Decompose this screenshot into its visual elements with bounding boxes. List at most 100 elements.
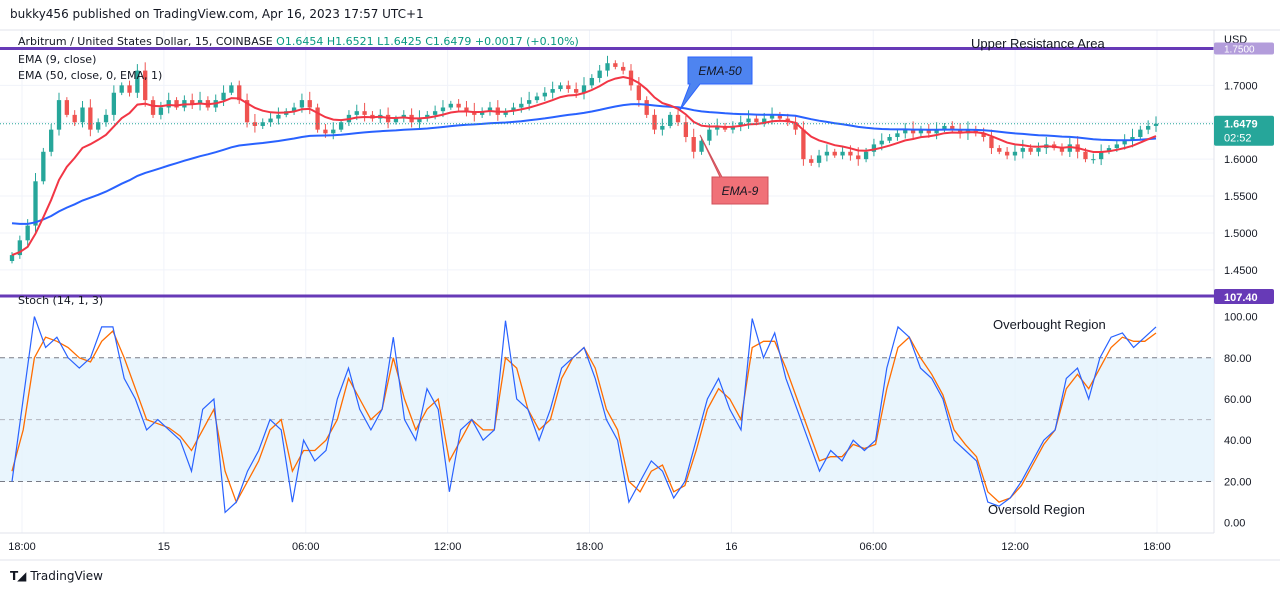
candle-body — [652, 114, 657, 130]
candle-body — [574, 89, 579, 93]
price-tick-label: 1.5500 — [1224, 191, 1258, 203]
candle-body — [1114, 144, 1119, 149]
candle-body — [926, 129, 931, 134]
candle-body — [487, 107, 493, 112]
candle-body — [158, 107, 164, 115]
candle-body — [534, 96, 540, 101]
stoch-pane — [0, 294, 1214, 514]
candle-body — [856, 155, 861, 160]
annotations: Upper Resistance Area EMA-50 EMA-9 Overb… — [679, 36, 1106, 517]
candle-body — [221, 92, 226, 101]
candle-body — [315, 107, 320, 130]
candle-body — [1098, 151, 1104, 160]
last-price-text: 1.6479 — [1224, 119, 1258, 131]
candle-body — [119, 85, 124, 93]
candle-body — [644, 100, 649, 115]
time-tick-label: 18:00 — [576, 541, 604, 553]
stoch-k-line — [11, 316, 1157, 514]
candle-body — [127, 85, 132, 93]
candle-body — [989, 137, 994, 149]
candle-body — [934, 129, 939, 134]
ema9-line — [11, 75, 1157, 257]
time-tick-label: 16 — [725, 541, 737, 553]
candle-body — [613, 63, 618, 67]
candle-body — [174, 100, 179, 108]
candle-body — [190, 100, 195, 104]
candle-body — [621, 66, 626, 71]
candle-body — [738, 122, 743, 126]
candle-body — [479, 111, 485, 115]
time-tick-label: 12:00 — [434, 541, 462, 553]
candle-body — [840, 151, 845, 156]
candle-body — [895, 133, 900, 138]
stoch-tick-label: 40.00 — [1224, 435, 1252, 447]
stoch-tick-label: 100.00 — [1224, 312, 1258, 324]
price-pane — [0, 46, 1214, 264]
candle-body — [338, 122, 344, 130]
candle-body — [440, 107, 446, 112]
candle-body — [1004, 151, 1010, 156]
close-value: C1.6479 — [425, 35, 472, 48]
ema50-legend[interactable]: EMA (50, close, 0, EMA, 1) — [18, 69, 163, 82]
candle-body — [707, 129, 712, 141]
stoch-tick-label: 60.00 — [1224, 394, 1252, 406]
candle-body — [542, 92, 547, 97]
resistance-price-tag — [1214, 42, 1274, 55]
high-value: H1.6521 — [326, 35, 374, 48]
candle-body — [80, 107, 85, 123]
candle-body — [581, 85, 587, 93]
candle-body — [237, 85, 242, 101]
open-value: O1.6454 — [276, 35, 324, 48]
resistance-label: Upper Resistance Area — [971, 36, 1105, 51]
candle-body — [464, 107, 469, 112]
candle-body — [166, 100, 171, 108]
time-tick-label: 06:00 — [292, 541, 320, 553]
candle-body — [1036, 148, 1041, 152]
candle-body — [1153, 123, 1159, 126]
tradingview-mark-icon: 𝗧◢ — [10, 569, 26, 583]
candle-body — [252, 122, 258, 126]
candle-body — [103, 114, 109, 123]
candle-body — [135, 70, 140, 93]
time-tick-label: 18:00 — [1143, 541, 1171, 553]
candle-body — [550, 89, 555, 93]
time-tick-label: 18:00 — [8, 541, 36, 553]
tradingview-logo[interactable]: 𝗧◢ TradingView — [10, 569, 103, 583]
stoch-line-tag — [1214, 289, 1274, 304]
grid — [0, 30, 1214, 533]
candle-body — [150, 100, 156, 115]
candle-body — [307, 100, 312, 108]
countdown-text: 02:52 — [1224, 133, 1252, 145]
candle-body — [793, 122, 798, 130]
publisher-line: bukky456 published on TradingView.com, A… — [10, 7, 424, 21]
ema9-legend[interactable]: EMA (9, close) — [18, 53, 97, 66]
overbought-label: Overbought Region — [993, 317, 1106, 332]
candle-body — [33, 181, 38, 226]
candle-body — [1146, 125, 1151, 130]
candle-body — [668, 114, 673, 126]
price-tick-label: 1.5000 — [1224, 228, 1258, 240]
candle-body — [49, 129, 54, 152]
last-price-tag — [1214, 115, 1274, 146]
ohlc-legend: Arbitrum / United States Dollar, 15, COI… — [18, 35, 579, 48]
candle-body — [863, 151, 869, 160]
candle-body — [887, 137, 892, 141]
candle-body — [362, 111, 367, 115]
stoch-legend[interactable]: Stoch (14, 1, 3) — [18, 294, 104, 307]
candle-body — [903, 129, 908, 134]
candle-body — [754, 118, 759, 123]
candle-body — [111, 92, 117, 115]
candle-body — [1130, 137, 1135, 141]
change-value: +0.0017 (+0.10%) — [474, 35, 579, 48]
candle-body — [950, 125, 955, 130]
candle-body — [879, 140, 884, 145]
candle-body — [801, 129, 806, 160]
candle-body — [291, 107, 297, 112]
candle-body — [605, 63, 610, 71]
candle-body — [72, 114, 77, 123]
candle-body — [636, 85, 642, 101]
candle-body — [832, 151, 837, 156]
candle-body — [715, 125, 720, 130]
candle-body — [276, 114, 281, 119]
stoch-line-text: 107.40 — [1224, 292, 1258, 304]
